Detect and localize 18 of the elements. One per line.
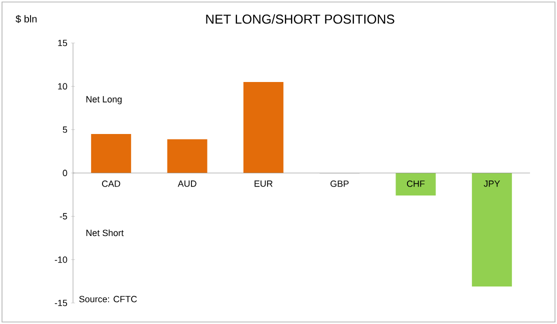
chart-title: NET LONG/SHORT POSITIONS	[206, 14, 394, 24]
y-tick-label: -10	[54, 256, 68, 263]
y-tick-label: 5	[62, 126, 68, 133]
x-tick-label: CHF	[406, 180, 425, 187]
x-tick-label: CAD	[102, 180, 120, 187]
annotation: Net Long	[86, 96, 122, 104]
y-tick-label: 10	[58, 83, 68, 90]
y-tick-label: 15	[58, 40, 68, 46]
x-tick-label: AUD	[178, 180, 196, 187]
annotation: Net Short	[86, 229, 124, 236]
x-tick-label: EUR	[254, 180, 273, 187]
y-tick-label: -15	[54, 300, 68, 306]
x-tick-label: JPY	[484, 180, 500, 187]
y-tick-label: 0	[62, 170, 68, 176]
y-tick-label: -5	[60, 213, 68, 220]
x-tick-label: GBP	[330, 180, 349, 187]
y-axis-title: $ bln	[16, 14, 37, 24]
annotation: Source: CFTC	[79, 296, 137, 302]
